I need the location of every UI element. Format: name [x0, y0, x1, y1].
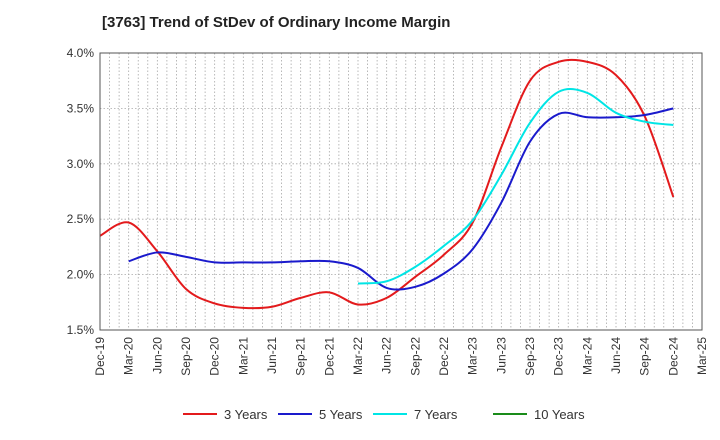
x-tick-label: Dec-20	[208, 337, 222, 376]
chart-title: [3763] Trend of StDev of Ordinary Income…	[102, 14, 451, 31]
x-tick-label: Sep-21	[294, 337, 308, 376]
x-tick-label: Mar-23	[466, 337, 480, 375]
legend: 3 Years 5 Years 7 Years 10 Years	[183, 407, 585, 422]
y-tick-label: 1.5%	[67, 323, 95, 337]
plot-background	[100, 53, 702, 330]
x-tick-label: Dec-23	[552, 337, 566, 376]
x-tick-label: Mar-25	[695, 337, 709, 375]
x-tick-label: Dec-22	[437, 337, 451, 376]
x-tick-label: Sep-22	[408, 337, 422, 376]
x-tick-label: Jun-24	[609, 337, 623, 374]
x-tick-labels: Dec-19 Mar-20 Jun-20 Sep-20 Dec-20 Mar-21 Jun-…	[93, 337, 709, 376]
y-tick-label: 2.5%	[67, 212, 95, 226]
x-tick-label: Sep-23	[523, 337, 537, 376]
x-tick-label: Sep-24	[638, 337, 652, 376]
y-tick-label: 3.0%	[67, 157, 95, 171]
legend-label-3-years: 3 Years	[224, 407, 268, 422]
x-tick-label: Jun-22	[380, 337, 394, 374]
x-tick-label: Dec-19	[93, 337, 107, 376]
y-tick-labels: 1.5% 2.0% 2.5% 3.0% 3.5% 4.0%	[67, 46, 95, 337]
x-tick-label: Jun-20	[150, 337, 164, 374]
x-tick-label: Dec-21	[322, 337, 336, 376]
x-tick-label: Jun-21	[265, 337, 279, 374]
legend-label-5-years: 5 Years	[319, 407, 363, 422]
x-tick-label: Jun-23	[494, 337, 508, 374]
legend-label-10-years: 10 Years	[534, 407, 585, 422]
x-tick-label: Sep-20	[179, 337, 193, 376]
series-line-5-years	[128, 107, 674, 291]
y-tick-label: 3.5%	[67, 101, 95, 115]
x-tick-label: Mar-21	[236, 337, 250, 375]
legend-label-7-years: 7 Years	[414, 407, 458, 422]
grid-lines	[99, 52, 703, 331]
x-tick-label: Mar-20	[122, 337, 136, 375]
y-tick-label: 4.0%	[67, 46, 95, 60]
series-lines	[99, 58, 675, 310]
plot-frame	[99, 52, 703, 331]
series-line-7-years	[357, 88, 674, 285]
x-tick-label: Dec-24	[666, 337, 680, 376]
y-tick-label: 2.0%	[67, 268, 95, 282]
plot-area	[100, 53, 702, 330]
x-tick-label: Mar-22	[351, 337, 365, 375]
series-line-3-years	[99, 58, 675, 310]
axes	[99, 52, 703, 331]
x-tick-label: Mar-24	[580, 337, 594, 375]
